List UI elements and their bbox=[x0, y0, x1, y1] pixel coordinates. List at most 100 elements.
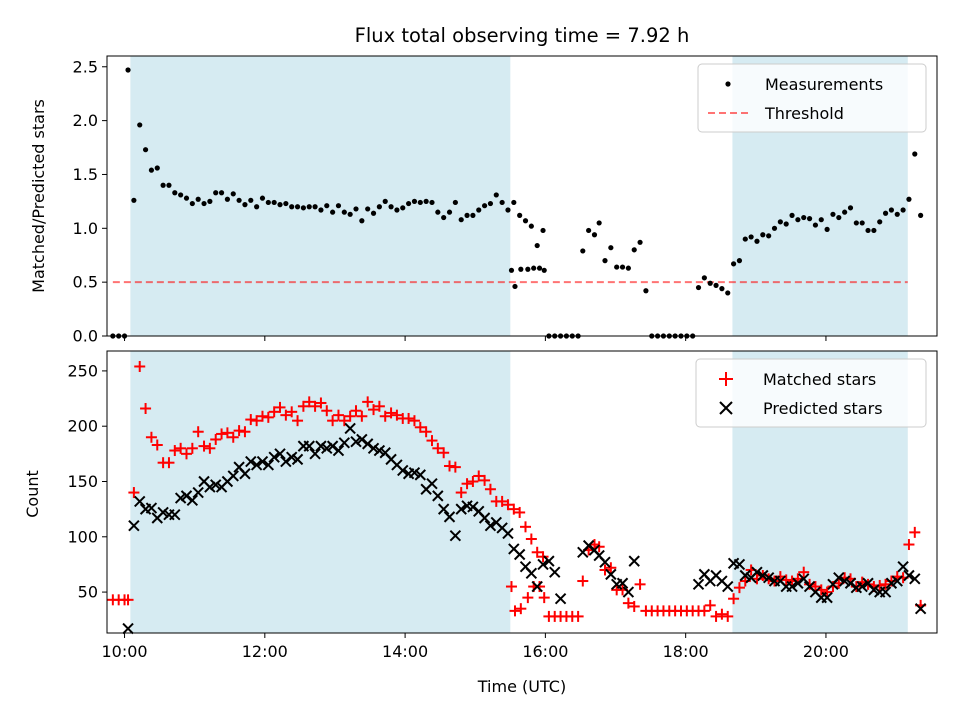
measurement-point-37 bbox=[324, 203, 330, 209]
measurement-point-71 bbox=[522, 218, 529, 224]
matched-point-12 bbox=[175, 442, 187, 454]
predicted-point-113 bbox=[856, 580, 868, 593]
measurement-point-59 bbox=[452, 199, 458, 206]
measurement-point-125 bbox=[795, 217, 801, 223]
measurement-point-4 bbox=[131, 197, 137, 203]
matched-point-70 bbox=[514, 506, 526, 518]
predicted-point-92 bbox=[733, 558, 746, 571]
matched-point-14 bbox=[186, 442, 198, 454]
matched-point-65 bbox=[484, 483, 496, 495]
matched-point-113 bbox=[722, 610, 734, 622]
measurement-point-136 bbox=[859, 220, 865, 226]
matched-point-59 bbox=[449, 461, 461, 473]
matched-point-110 bbox=[704, 599, 716, 611]
predicted-point-50 bbox=[414, 469, 427, 481]
predicted-point-111 bbox=[844, 577, 857, 589]
measurement-point-80 bbox=[536, 265, 543, 271]
legend-threshold-label: Threshold bbox=[764, 104, 844, 123]
measurement-point-66 bbox=[493, 192, 499, 198]
matched-point-69 bbox=[508, 503, 520, 515]
measurement-point-114 bbox=[730, 261, 737, 267]
top-panel: 0.0 0.5 1.0 1.5 2.0 2.5 Matched/Predicted sta… bbox=[29, 55, 938, 346]
matched-point-43 bbox=[356, 410, 368, 422]
bottom-y-ticks: 50 100 150 200 250 bbox=[67, 361, 107, 602]
measurement-point-73 bbox=[534, 242, 540, 249]
measurement-point-140 bbox=[882, 210, 889, 216]
matched-point-97 bbox=[628, 600, 640, 612]
matched-point-31 bbox=[286, 406, 298, 418]
predicted-point-41 bbox=[361, 438, 374, 450]
measurement-point-131 bbox=[830, 211, 836, 217]
measurement-point-79 bbox=[531, 265, 537, 271]
matched-point-93 bbox=[605, 562, 617, 574]
matched-point-18 bbox=[210, 433, 222, 445]
legend-matched-marker bbox=[719, 372, 733, 386]
measurement-point-113 bbox=[725, 290, 731, 296]
measurement-point-75 bbox=[508, 267, 515, 273]
measurement-point-47 bbox=[382, 198, 388, 204]
predicted-point-23 bbox=[256, 455, 269, 468]
measurement-point-127 bbox=[806, 216, 813, 222]
measurement-point-126 bbox=[801, 214, 807, 221]
matched-point-28 bbox=[268, 406, 280, 418]
matched-point-115 bbox=[733, 582, 745, 594]
measurement-point-88 bbox=[580, 248, 586, 254]
predicted-point-74 bbox=[554, 593, 567, 605]
matched-point-38 bbox=[327, 415, 339, 427]
measurement-point-38 bbox=[330, 209, 336, 215]
predicted-point-122 bbox=[909, 573, 921, 585]
matched-point-13 bbox=[180, 448, 192, 460]
x-tick-label-3: 16:00 bbox=[522, 642, 568, 661]
matched-point-34 bbox=[303, 396, 315, 408]
predicted-point-25 bbox=[268, 451, 280, 463]
predicted-point-101 bbox=[786, 580, 798, 593]
measurement-point-74 bbox=[540, 227, 546, 234]
matched-point-36 bbox=[315, 397, 327, 409]
predicted-point-79 bbox=[599, 556, 611, 568]
measurement-point-61 bbox=[464, 212, 470, 218]
top-legend-box bbox=[697, 63, 927, 133]
predicted-point-36 bbox=[332, 444, 345, 457]
measurement-point-41 bbox=[347, 211, 353, 217]
matched-point-26 bbox=[256, 410, 268, 422]
matched-point-44 bbox=[362, 396, 374, 408]
matched-point-33 bbox=[297, 400, 309, 412]
predicted-point-70 bbox=[531, 580, 543, 593]
matched-point-56 bbox=[432, 442, 444, 454]
measurement-point-3 bbox=[125, 67, 131, 73]
matched-point-25 bbox=[251, 415, 263, 427]
predicted-point-65 bbox=[502, 527, 514, 540]
matched-point-144 bbox=[903, 539, 915, 551]
matched-point-23 bbox=[239, 426, 251, 438]
measurement-point-145 bbox=[912, 151, 918, 157]
measurement-point-18 bbox=[213, 190, 219, 196]
measurement-point-142 bbox=[894, 211, 900, 217]
matched-point-22 bbox=[233, 425, 245, 437]
measurement-point-13 bbox=[183, 195, 190, 201]
predicted-point-61 bbox=[478, 512, 491, 524]
measurement-point-128 bbox=[812, 222, 819, 228]
matched-point-45 bbox=[368, 404, 380, 416]
measurement-point-22 bbox=[236, 197, 242, 203]
predicted-point-31 bbox=[303, 440, 315, 452]
matched-point-62 bbox=[467, 475, 479, 487]
measurement-point-26 bbox=[259, 195, 266, 201]
predicted-point-121 bbox=[903, 569, 915, 582]
measurement-point-7 bbox=[148, 167, 155, 173]
measurement-point-29 bbox=[277, 202, 283, 208]
matched-point-21 bbox=[227, 431, 239, 443]
y-tick-label-0-0: 0.0 bbox=[73, 327, 98, 346]
predicted-point-22 bbox=[250, 459, 263, 471]
matched-point-15 bbox=[192, 426, 204, 438]
predicted-point-2 bbox=[134, 495, 146, 508]
matched-point-87 bbox=[572, 610, 584, 622]
measurement-point-144 bbox=[906, 196, 912, 202]
measurement-point-25 bbox=[254, 204, 260, 210]
measurement-point-54 bbox=[423, 198, 429, 204]
measurement-point-137 bbox=[865, 227, 871, 234]
matched-point-74 bbox=[537, 551, 549, 563]
measurement-point-42 bbox=[353, 206, 359, 212]
predicted-point-52 bbox=[426, 477, 438, 490]
bottom-legend: Matched stars Predicted stars bbox=[695, 358, 927, 428]
